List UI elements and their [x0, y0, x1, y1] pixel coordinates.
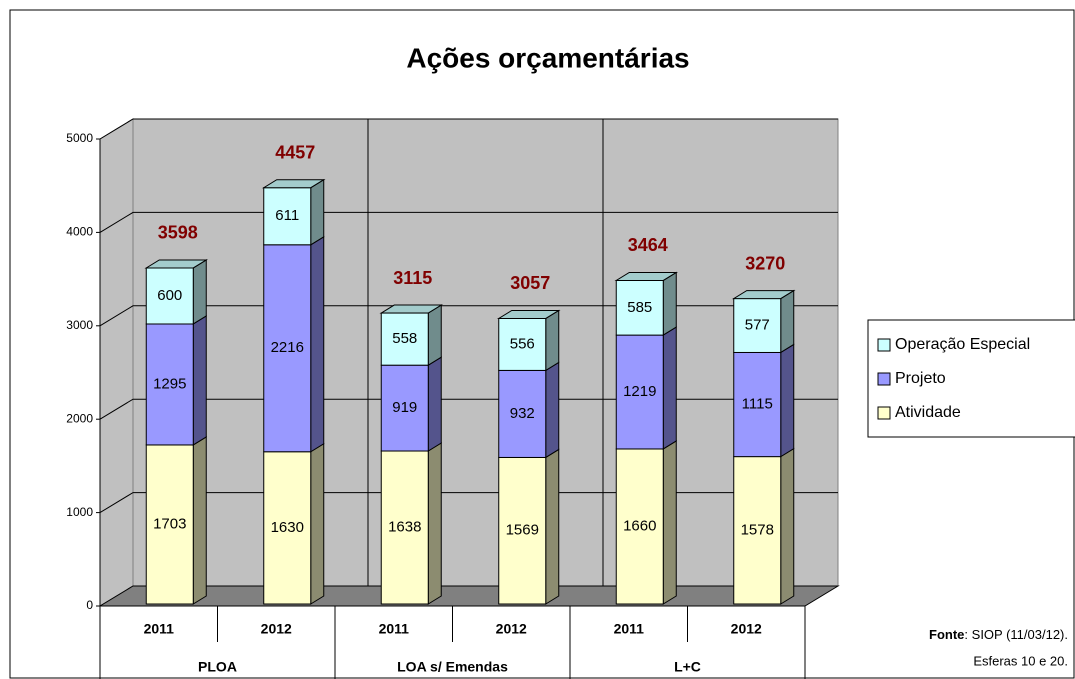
- bar: [380, 312, 429, 366]
- group-label: LOA s/ Emendas: [397, 659, 508, 675]
- value-label: 1295: [153, 375, 186, 392]
- bar-side: [192, 259, 207, 325]
- x-tick-label: 2011: [614, 621, 645, 637]
- bar: [733, 456, 782, 605]
- bar-top: [496, 309, 561, 319]
- chart-title: Ações orçamentárias: [406, 42, 689, 73]
- bar-top: [144, 259, 209, 269]
- value-label: 556: [510, 335, 535, 352]
- bar: [380, 364, 429, 452]
- y-tick-label: 0: [86, 598, 93, 612]
- bar: [733, 351, 782, 458]
- y-tick-label: 1000: [66, 505, 93, 519]
- bar: [498, 369, 547, 458]
- value-label: 1630: [271, 519, 304, 536]
- y-tick-label: 4000: [66, 225, 93, 239]
- bar: [498, 317, 547, 371]
- total-label: 3057: [510, 273, 550, 293]
- value-label: 600: [157, 287, 182, 304]
- bar-side: [780, 343, 795, 458]
- bar: [145, 444, 194, 605]
- y-tick-label: 2000: [66, 411, 93, 425]
- bar: [145, 267, 194, 325]
- y-tick-label: 5000: [66, 131, 93, 145]
- value-label: 919: [392, 399, 417, 416]
- source-note: Fonte: SIOP (11/03/12).: [929, 627, 1068, 642]
- bar-side: [192, 315, 207, 446]
- total-label: 3464: [628, 235, 668, 255]
- value-label: 585: [627, 299, 652, 316]
- value-label: 1660: [623, 517, 656, 534]
- value-label: 932: [510, 405, 535, 422]
- legend: Operação Especial Projeto Atividade: [867, 319, 1075, 438]
- legend-swatch: [877, 372, 891, 386]
- bar-side: [310, 442, 325, 605]
- value-label: 2216: [271, 339, 304, 356]
- value-label: 1638: [388, 518, 421, 535]
- bar-top: [379, 304, 444, 314]
- bar-side: [310, 235, 325, 453]
- bar-side: [427, 356, 442, 452]
- group-label: PLOA: [198, 659, 237, 675]
- y-tick-label: 3000: [66, 318, 93, 332]
- x-tick-label: 2012: [731, 621, 762, 637]
- total-label: 3270: [745, 253, 785, 273]
- total-label: 3115: [393, 268, 432, 288]
- bar: [145, 323, 194, 446]
- value-label: 1219: [623, 383, 656, 400]
- value-label: 1703: [153, 515, 186, 532]
- source-text: : SIOP (11/03/12).: [964, 627, 1068, 642]
- legend-label: Atividade: [895, 404, 961, 421]
- bar-side: [662, 271, 677, 336]
- bar-side: [310, 178, 325, 246]
- legend-swatch: [877, 406, 891, 420]
- bar-side: [545, 448, 560, 605]
- bar-side: [662, 326, 677, 450]
- group-label: L+C: [674, 659, 701, 675]
- bar: [498, 456, 547, 605]
- x-tick-label: 2011: [144, 621, 175, 637]
- bar-side: [192, 436, 207, 605]
- total-label: 3598: [158, 223, 198, 243]
- source-label: Fonte: [929, 627, 964, 642]
- x-tick-label: 2012: [261, 621, 292, 637]
- bar-side: [427, 442, 442, 605]
- bar: [615, 448, 664, 605]
- bar-side: [780, 289, 795, 354]
- value-label: 577: [745, 316, 770, 333]
- bar-top: [261, 179, 326, 189]
- legend-box: [867, 319, 1075, 438]
- floor: [98, 585, 840, 607]
- bar: [733, 298, 782, 353]
- bar-top: [614, 271, 679, 281]
- bar: [263, 187, 312, 246]
- source-note: Esferas 10 e 20.: [973, 653, 1068, 668]
- bar: [263, 244, 312, 453]
- side-wall: [99, 118, 134, 607]
- bar-side: [662, 440, 677, 605]
- bar-side: [427, 304, 442, 367]
- bar-top: [731, 290, 796, 300]
- bar: [615, 334, 664, 450]
- bar-side: [780, 447, 795, 605]
- total-label: 4457: [275, 142, 315, 162]
- back-wall: [132, 118, 839, 587]
- value-label: 1115: [742, 396, 773, 413]
- x-tick-label: 2012: [496, 621, 527, 637]
- value-label: 611: [275, 207, 299, 224]
- legend-swatch: [877, 338, 891, 352]
- bar: [380, 450, 429, 605]
- bar-side: [545, 361, 560, 459]
- legend-label: Projeto: [895, 370, 946, 387]
- legend-label: Operação Especial: [895, 336, 1030, 353]
- value-label: 558: [392, 330, 417, 347]
- value-label: 1578: [741, 521, 774, 538]
- bar-side: [545, 309, 560, 372]
- x-tick-label: 2011: [379, 621, 410, 637]
- value-label: 1569: [506, 522, 539, 539]
